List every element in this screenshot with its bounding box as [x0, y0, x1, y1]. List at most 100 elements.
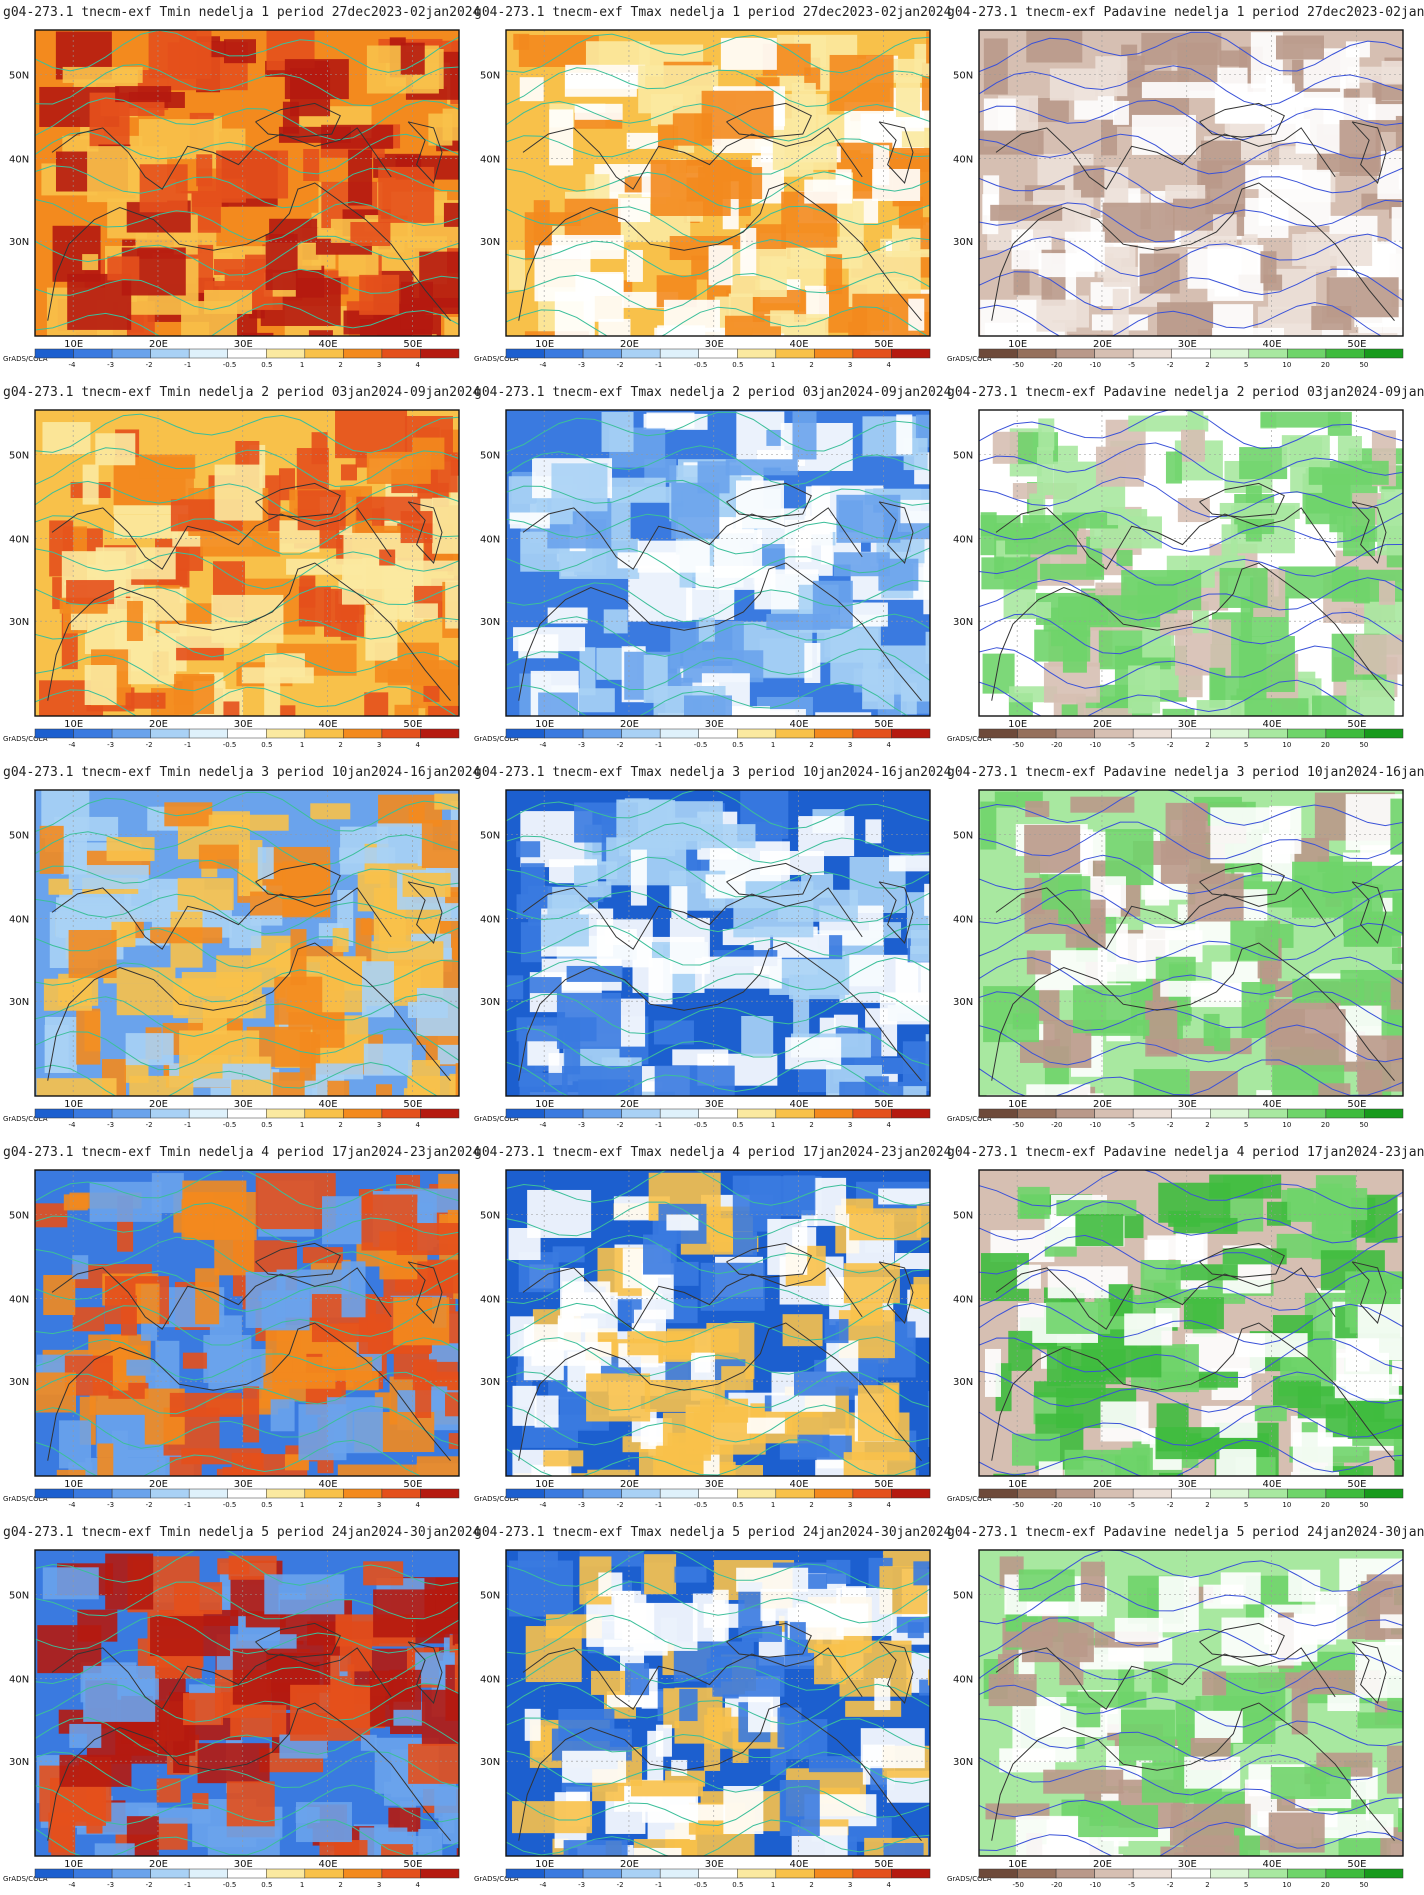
- field-cell: [453, 575, 459, 608]
- map-frame: [34, 1169, 460, 1477]
- field-cell: [1292, 978, 1365, 1003]
- field-cell: [928, 1669, 930, 1686]
- colorbar-label: -10: [1090, 1501, 1101, 1509]
- field-cell: [1026, 1084, 1091, 1096]
- field-cell: [1281, 435, 1330, 468]
- colorbar-swatch: [891, 1488, 931, 1499]
- field-cell: [1357, 1304, 1403, 1361]
- field-cell: [551, 463, 608, 512]
- colorbar-swatch: [227, 1108, 267, 1119]
- colorbar-swatch: [1287, 728, 1327, 739]
- map-frame: [505, 1549, 931, 1857]
- field-cell: [604, 929, 637, 946]
- longitude-label: 40E: [790, 1479, 809, 1490]
- map-field: [979, 1550, 1403, 1856]
- colorbar-label: -3: [107, 741, 114, 749]
- field-cell: [558, 1708, 615, 1741]
- field-cell: [928, 1027, 930, 1044]
- field-cell: [927, 1391, 930, 1448]
- colorbar-label: 5: [1244, 1881, 1248, 1889]
- coastline: [518, 562, 922, 702]
- field-cell: [378, 166, 435, 223]
- field-cell: [150, 1616, 231, 1657]
- longitude-label: 10E: [1008, 339, 1027, 350]
- forecast-panel: g04-273.1 tnecm-exf Padavine nedelja 1 p…: [947, 5, 1424, 369]
- field-cell: [533, 200, 550, 249]
- contour-line: [506, 648, 930, 691]
- colorbar-swatch: [1132, 348, 1172, 359]
- longitude-label: 40E: [1263, 339, 1282, 350]
- map-field: [979, 1170, 1403, 1476]
- colorbar-label: -20: [1051, 1501, 1062, 1509]
- colorbar-swatch: [227, 348, 267, 359]
- contour-line: [35, 859, 459, 901]
- field-cell: [723, 1785, 764, 1834]
- field-cell: [169, 1456, 202, 1476]
- colorbar-swatch: [1017, 1868, 1057, 1879]
- field-cell: [924, 883, 930, 916]
- field-cell: [43, 1275, 76, 1316]
- field-cell: [1075, 1214, 1124, 1247]
- field-cell: [1402, 1076, 1403, 1093]
- field-cell: [671, 1759, 688, 1776]
- contour-line: [35, 1751, 459, 1791]
- field-cell: [450, 459, 459, 476]
- field-cell: [1158, 1182, 1231, 1223]
- colorbar-swatch: [73, 1868, 113, 1879]
- latitude-label: 50N: [9, 1590, 29, 1601]
- map-field: [506, 410, 930, 716]
- field-cell: [1114, 1617, 1163, 1642]
- colorbar-swatch: [978, 728, 1018, 739]
- contour-line: [35, 165, 459, 209]
- longitude-label: 20E: [1093, 719, 1112, 730]
- longitude-label: 30E: [1178, 719, 1197, 730]
- longitude-label: 30E: [705, 1099, 724, 1110]
- field-cell: [562, 1065, 643, 1096]
- contour-line: [979, 1550, 1403, 1592]
- contour-line: [506, 1682, 930, 1726]
- contour-line: [979, 133, 1403, 175]
- field-cell: [126, 1359, 159, 1376]
- field-cell: [835, 169, 852, 186]
- field-cell: [792, 411, 817, 460]
- map-frame: [978, 409, 1404, 717]
- latitude-label: 30N: [953, 997, 973, 1008]
- field-cell: [1292, 233, 1373, 266]
- longitude-label: 10E: [64, 1859, 83, 1870]
- field-cell: [538, 692, 579, 716]
- colorbar-label: 4: [886, 361, 891, 369]
- contour-line: [506, 1717, 930, 1759]
- field-cell: [507, 975, 524, 1000]
- colorbar-swatch: [814, 348, 854, 359]
- field-cell: [900, 682, 917, 715]
- longitude-label: 40E: [1263, 1099, 1282, 1110]
- contour-line: [506, 1268, 930, 1309]
- coastline: [995, 1647, 1336, 1710]
- field-cell: [993, 1473, 1026, 1476]
- colorbar-label: -3: [107, 1881, 114, 1889]
- latitude-label: 40N: [9, 535, 29, 546]
- colorbar-label: -50: [1013, 1501, 1024, 1509]
- colorbar-swatch: [1132, 1108, 1172, 1119]
- field-cell: [630, 1780, 703, 1797]
- field-cell: [177, 878, 234, 911]
- field-cell: [135, 1283, 160, 1324]
- field-cell: [1202, 1671, 1227, 1696]
- field-cell: [770, 310, 795, 327]
- colorbar-swatch: [891, 728, 931, 739]
- field-cell: [618, 198, 651, 223]
- colorbar-swatch: [1287, 1488, 1327, 1499]
- field-cell: [403, 1088, 436, 1096]
- contour-line: [506, 1550, 930, 1590]
- colorbar-swatch: [1210, 1488, 1250, 1499]
- contour-line: [979, 790, 1403, 827]
- colorbar-label: -3: [578, 1501, 585, 1509]
- latitude-label: 50N: [480, 70, 500, 81]
- field-cell: [42, 422, 91, 455]
- contour-line: [35, 993, 459, 1037]
- coastline: [995, 127, 1336, 190]
- field-cell: [69, 1723, 102, 1748]
- map-frame: [978, 1169, 1404, 1477]
- field-cell: [564, 198, 621, 239]
- colorbar-swatch: [343, 1108, 383, 1119]
